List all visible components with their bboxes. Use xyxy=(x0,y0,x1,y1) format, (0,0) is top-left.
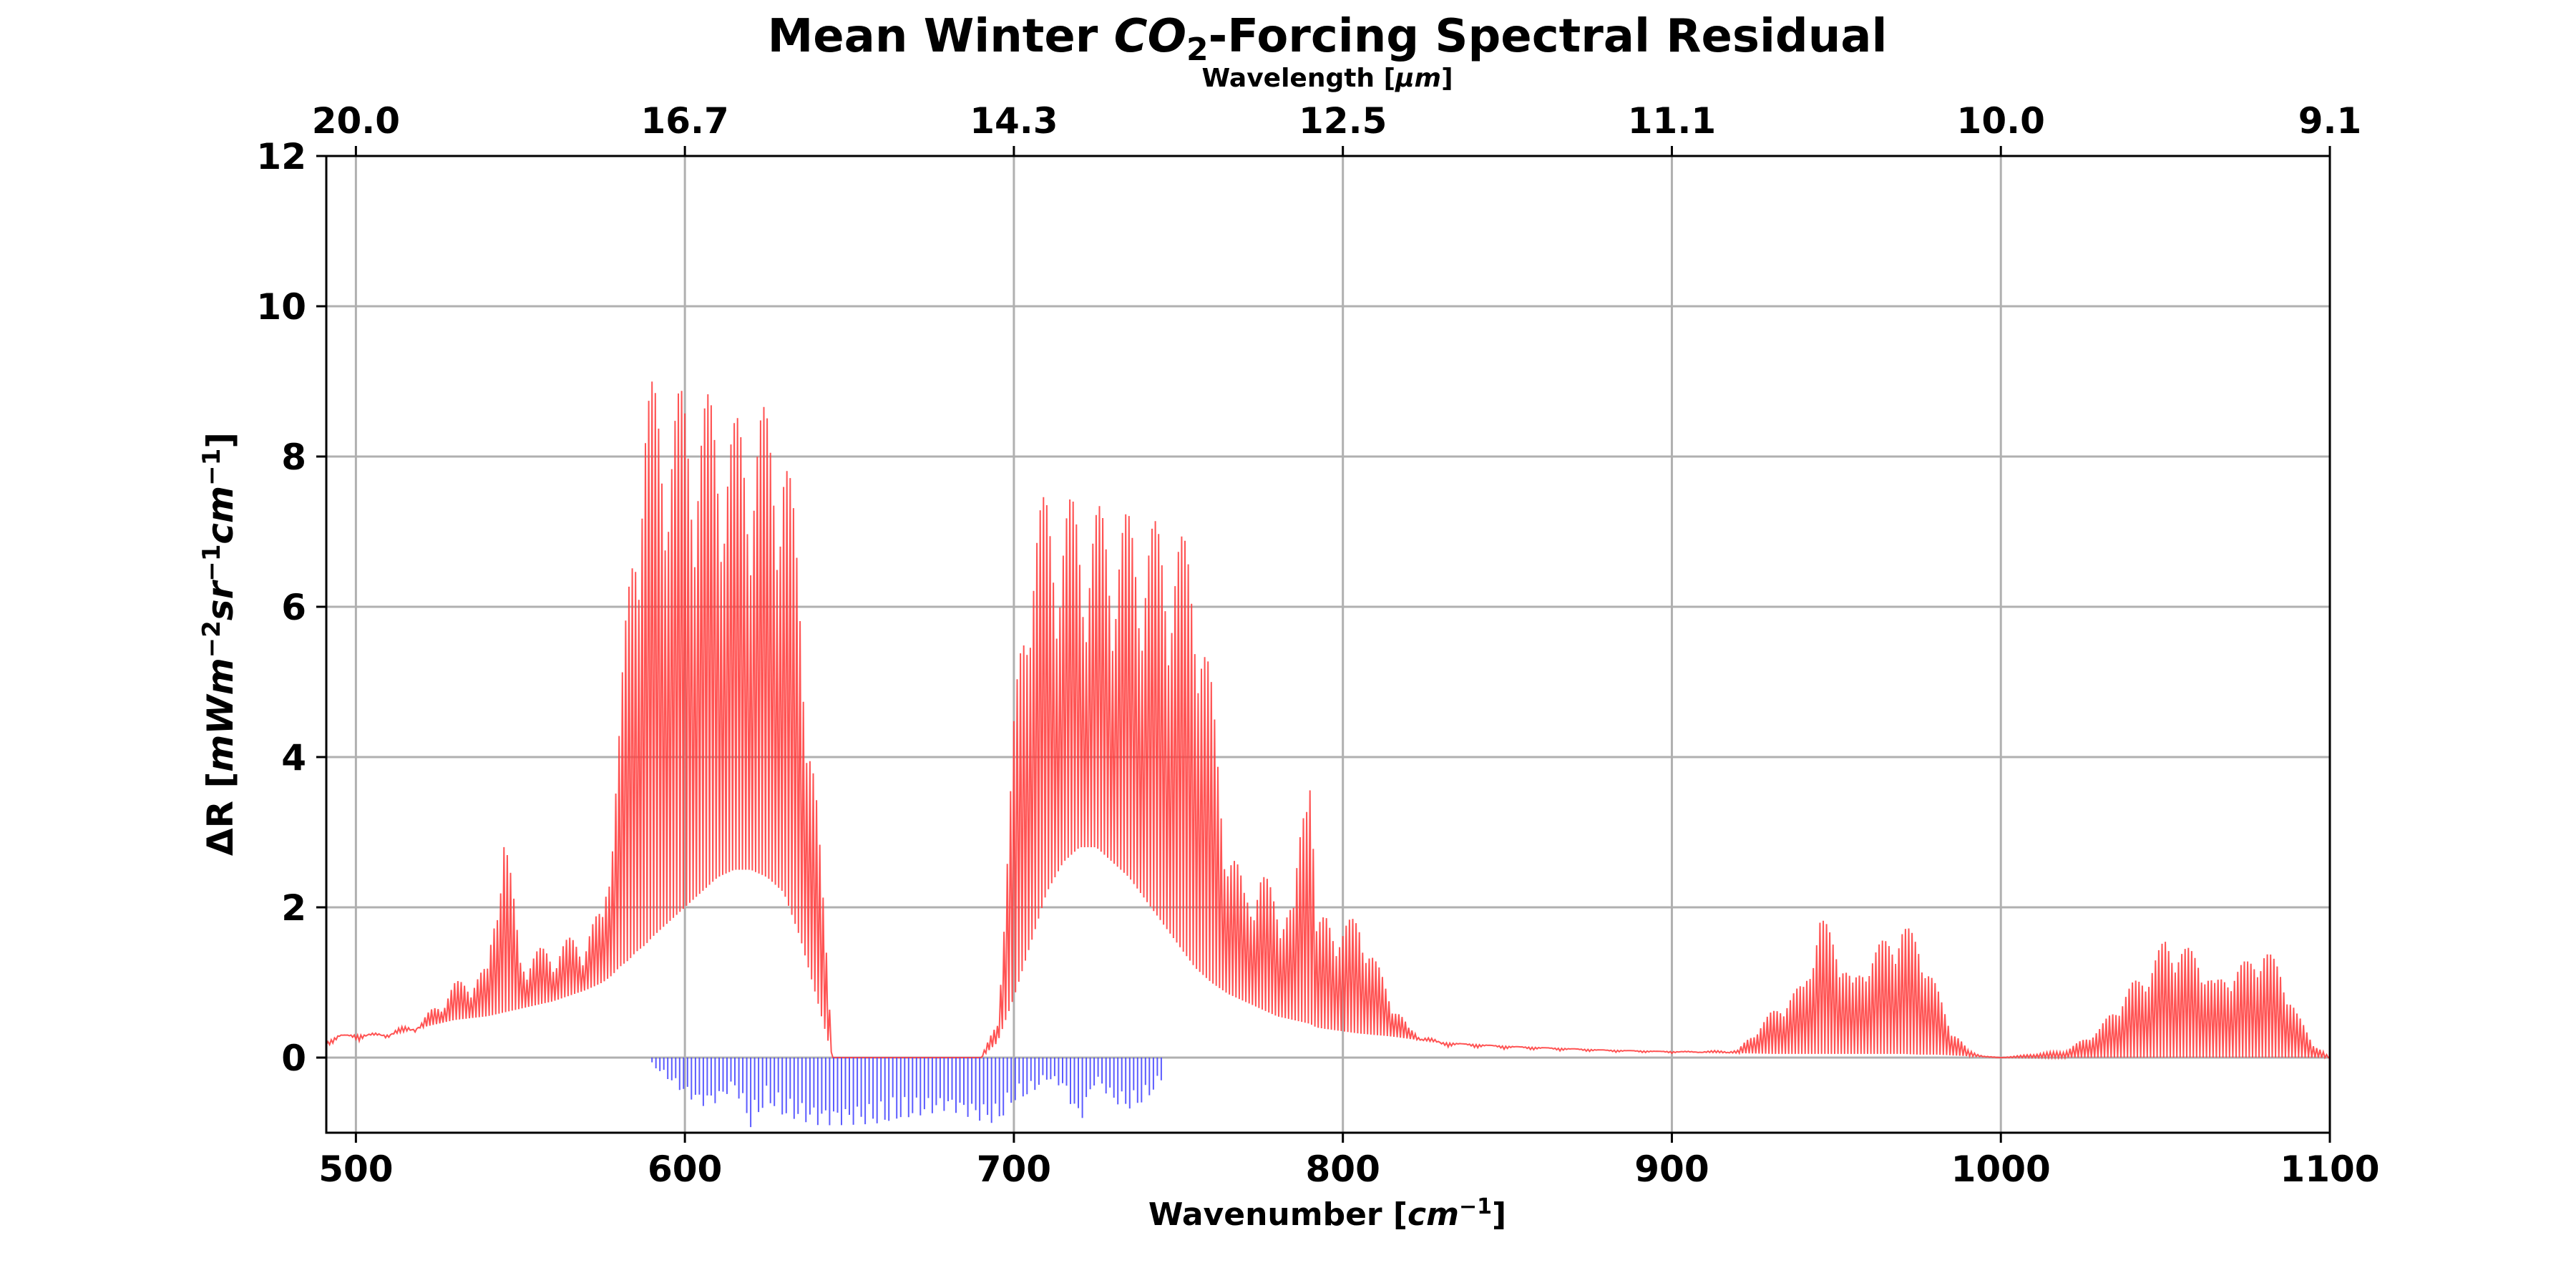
plot-area xyxy=(326,381,2330,1128)
top-tick-label: 9.1 xyxy=(2298,100,2362,142)
x-tick-label: 500 xyxy=(318,1148,393,1190)
top-tick-label: 11.1 xyxy=(1628,100,1716,142)
y-tick-label: 8 xyxy=(281,436,306,478)
top-tick-label: 20.0 xyxy=(312,100,400,142)
y-tick-label: 4 xyxy=(281,737,306,779)
y-tick-label: 0 xyxy=(281,1038,306,1079)
y-axis-label: ΔR [mWm−2sr−1cm−1] xyxy=(197,432,241,856)
top-tick-label: 14.3 xyxy=(970,100,1058,142)
axes-frame xyxy=(325,155,2331,1134)
y-tick-label: 10 xyxy=(256,286,306,328)
top-axis-label: Wavelength [μm] xyxy=(1201,64,1453,93)
top-tick-label: 12.5 xyxy=(1299,100,1387,142)
top-tick-label: 16.7 xyxy=(640,100,728,142)
negative-residual-series xyxy=(651,1058,1162,1128)
x-tick-label: 900 xyxy=(1634,1148,1709,1190)
x-tick-label: 700 xyxy=(977,1148,1051,1190)
x-tick-label: 600 xyxy=(648,1148,722,1190)
x-tick-label: 1100 xyxy=(2280,1148,2379,1190)
chart-title: Mean Winter CO2-Forcing Spectral Residua… xyxy=(768,10,1888,68)
x-tick-label: 1000 xyxy=(1951,1148,2051,1190)
positive-residual-series xyxy=(326,381,2330,1060)
top-tick-label: 10.0 xyxy=(1957,100,2045,142)
y-tick-label: 12 xyxy=(256,136,306,177)
y-tick-label: 2 xyxy=(281,887,306,929)
x-axis-label: Wavenumber [cm−1] xyxy=(1148,1194,1506,1233)
y-tick-label: 6 xyxy=(281,587,306,628)
x-tick-label: 800 xyxy=(1306,1148,1380,1190)
